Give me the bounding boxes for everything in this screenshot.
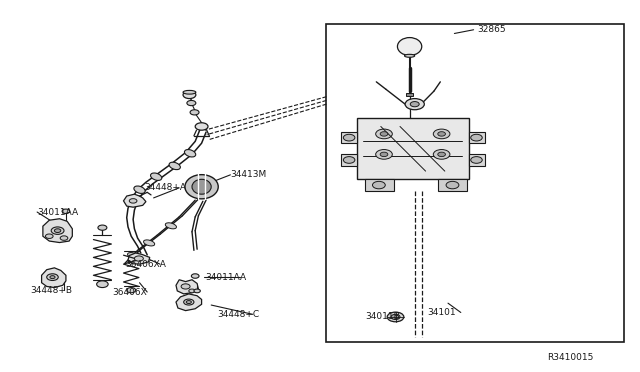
- Circle shape: [127, 288, 136, 293]
- Text: 34448+C: 34448+C: [218, 310, 260, 319]
- Circle shape: [62, 209, 70, 214]
- Circle shape: [97, 281, 108, 288]
- Circle shape: [54, 229, 61, 232]
- Text: 34448+B: 34448+B: [31, 286, 73, 295]
- Text: 34448+A: 34448+A: [144, 183, 186, 192]
- Ellipse shape: [404, 54, 415, 57]
- Circle shape: [380, 132, 388, 136]
- Ellipse shape: [169, 162, 180, 170]
- Circle shape: [410, 102, 419, 107]
- Circle shape: [405, 99, 424, 110]
- Text: 36406XA: 36406XA: [125, 260, 166, 269]
- Circle shape: [376, 150, 392, 159]
- Circle shape: [50, 276, 55, 279]
- Circle shape: [191, 274, 199, 278]
- Polygon shape: [340, 154, 357, 166]
- Circle shape: [189, 289, 195, 293]
- Text: 36406X: 36406X: [112, 288, 147, 296]
- Text: 34101: 34101: [428, 308, 456, 317]
- Polygon shape: [176, 280, 198, 294]
- Text: 34011AA: 34011AA: [205, 273, 246, 282]
- Circle shape: [45, 234, 53, 238]
- Bar: [326, 24, 624, 342]
- Circle shape: [184, 299, 194, 305]
- Circle shape: [98, 225, 107, 230]
- Bar: [406, 93, 413, 96]
- Polygon shape: [124, 194, 146, 207]
- Ellipse shape: [165, 223, 177, 229]
- Polygon shape: [43, 219, 72, 243]
- Circle shape: [186, 301, 191, 304]
- Text: 34011B: 34011B: [365, 312, 399, 321]
- Circle shape: [344, 134, 355, 141]
- Circle shape: [446, 182, 459, 189]
- Circle shape: [438, 132, 445, 136]
- Circle shape: [47, 274, 58, 280]
- Circle shape: [380, 152, 388, 157]
- Polygon shape: [468, 154, 485, 166]
- Circle shape: [391, 314, 400, 320]
- Circle shape: [344, 157, 355, 163]
- Ellipse shape: [184, 150, 196, 157]
- Text: 34413M: 34413M: [230, 170, 267, 179]
- Circle shape: [194, 289, 200, 293]
- Ellipse shape: [127, 253, 139, 259]
- Text: R3410015: R3410015: [547, 353, 593, 362]
- Circle shape: [433, 150, 450, 159]
- Circle shape: [372, 182, 385, 189]
- Polygon shape: [468, 132, 485, 143]
- Polygon shape: [176, 294, 202, 311]
- Circle shape: [438, 152, 445, 157]
- Circle shape: [195, 123, 208, 130]
- Circle shape: [51, 227, 64, 234]
- Polygon shape: [438, 180, 467, 191]
- Circle shape: [181, 284, 190, 289]
- Circle shape: [60, 236, 68, 240]
- Polygon shape: [357, 118, 468, 180]
- Circle shape: [376, 129, 392, 139]
- Text: 34011AA: 34011AA: [37, 208, 78, 217]
- Circle shape: [190, 110, 199, 115]
- Circle shape: [187, 100, 196, 106]
- Circle shape: [433, 129, 450, 139]
- Polygon shape: [365, 180, 394, 191]
- Circle shape: [471, 134, 483, 141]
- Text: 32865: 32865: [477, 25, 506, 34]
- Ellipse shape: [185, 174, 218, 199]
- Polygon shape: [128, 253, 150, 264]
- Ellipse shape: [143, 240, 155, 246]
- Polygon shape: [42, 268, 66, 288]
- Ellipse shape: [192, 179, 211, 194]
- Circle shape: [471, 157, 483, 163]
- Circle shape: [183, 91, 196, 99]
- Circle shape: [129, 199, 137, 203]
- Circle shape: [387, 312, 404, 322]
- Ellipse shape: [150, 173, 162, 180]
- Polygon shape: [340, 132, 357, 143]
- Ellipse shape: [183, 90, 196, 94]
- Ellipse shape: [134, 186, 145, 193]
- Circle shape: [134, 256, 143, 261]
- Ellipse shape: [397, 38, 422, 55]
